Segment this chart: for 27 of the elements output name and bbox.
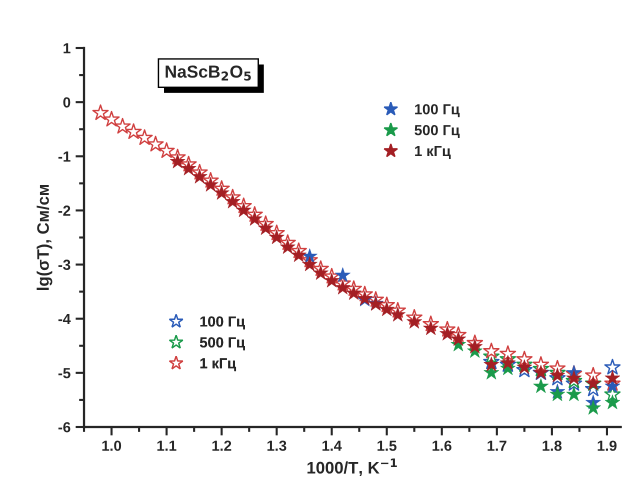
y-axis-title: lg(σT), См/см xyxy=(36,184,52,290)
legend-label: 500 Гц xyxy=(200,337,245,350)
x-tick-label: 1.0 xyxy=(102,440,122,451)
legend-label: 100 Гц xyxy=(200,316,245,330)
text: NaScB$_{2}$O$_{5}$ xyxy=(166,65,251,81)
y-tick-label: -6 xyxy=(58,422,70,432)
x-tick-label: 1.6 xyxy=(432,440,452,451)
x-tick-label: 1.3 xyxy=(267,440,286,451)
y-tick-label: -2 xyxy=(58,206,70,216)
legend-label: 500 Гц xyxy=(414,124,460,138)
legend-label: 100 Гц xyxy=(415,104,460,118)
legend-label: 1 кГц xyxy=(415,146,451,159)
x-axis-title: 1000/T, K$^{−1}$ xyxy=(308,458,397,476)
x-tick-label: 1.8 xyxy=(542,440,562,451)
x-tick-label: 1.1 xyxy=(157,440,176,451)
x-tick-label: 1.2 xyxy=(212,440,232,451)
x-tick-label: 1.5 xyxy=(378,440,397,451)
y-tick-label: 1 xyxy=(64,43,70,54)
x-tick-label: 1.9 xyxy=(598,440,617,451)
y-tick-label: -1 xyxy=(58,152,70,162)
y-tick-label: -4 xyxy=(58,314,71,324)
y-tick-label: -5 xyxy=(58,368,70,378)
y-tick-label: 0 xyxy=(63,97,70,108)
y-tick-label: -3 xyxy=(58,260,70,270)
x-tick-label: 1.4 xyxy=(322,440,342,451)
legend-label: 1 кГц xyxy=(200,358,236,372)
x-tick-label: 1.7 xyxy=(488,440,506,451)
